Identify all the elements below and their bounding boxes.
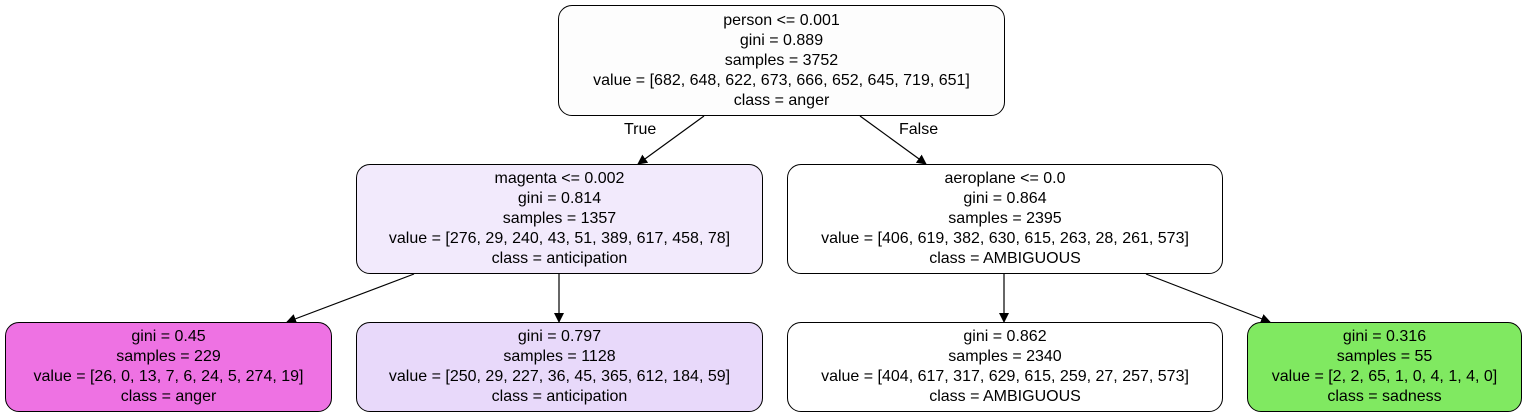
node-gini: gini = 0.889 <box>739 31 824 49</box>
node-samples: samples = 2340 <box>948 348 1062 365</box>
tree-node-root: person <= 0.001 gini = 0.889 samples = 3… <box>558 5 1005 116</box>
tree-node-magenta-split: magenta <= 0.002 gini = 0.814 samples = … <box>356 164 763 274</box>
node-samples: samples = 2395 <box>948 210 1062 227</box>
node-value: value = [26, 0, 13, 7, 6, 24, 5, 274, 19… <box>33 368 304 385</box>
node-samples: samples = 1357 <box>502 210 617 227</box>
tree-leaf-ambiguous: gini = 0.862 samples = 2340 value = [404… <box>787 322 1223 412</box>
node-class: class = AMBIGUOUS <box>929 388 1081 405</box>
edge-n1-n3 <box>286 273 415 324</box>
edge-n0-n2 <box>859 115 927 165</box>
node-value: value = [250, 29, 227, 36, 45, 365, 612,… <box>388 368 731 385</box>
node-split-rule: aeroplane <= 0.0 <box>944 170 1066 187</box>
node-value: value = [2, 2, 65, 1, 0, 4, 1, 4, 0] <box>1271 368 1498 385</box>
node-split-rule: person <= 0.001 <box>723 11 840 29</box>
tree-leaf-anticipation: gini = 0.797 samples = 1128 value = [250… <box>356 322 763 412</box>
node-samples: samples = 55 <box>1336 348 1433 365</box>
node-class: class = anger <box>733 91 830 109</box>
node-samples: samples = 3752 <box>724 51 839 69</box>
node-value: value = [682, 648, 622, 673, 666, 652, 6… <box>593 71 970 89</box>
edge-label-false: False <box>899 121 939 138</box>
node-value: value = [406, 619, 382, 630, 615, 263, 2… <box>821 230 1189 247</box>
node-samples: samples = 1128 <box>503 348 616 365</box>
edge-n2-n6 <box>1145 273 1271 324</box>
node-gini: gini = 0.862 <box>963 328 1047 345</box>
node-value: value = [404, 617, 317, 629, 615, 259, 2… <box>821 368 1189 385</box>
node-samples: samples = 229 <box>116 348 221 365</box>
node-gini: gini = 0.797 <box>517 328 602 345</box>
edge-label-true: True <box>624 121 657 138</box>
node-class: class = anger <box>120 388 217 405</box>
node-gini: gini = 0.864 <box>963 190 1047 207</box>
node-split-rule: magenta <= 0.002 <box>494 170 625 187</box>
node-gini: gini = 0.814 <box>517 190 602 207</box>
edge-n0-n1 <box>637 115 705 165</box>
tree-node-aeroplane-split: aeroplane <= 0.0 gini = 0.864 samples = … <box>787 164 1223 274</box>
node-class: class = anticipation <box>491 388 628 405</box>
node-gini: gini = 0.316 <box>1342 328 1427 345</box>
node-gini: gini = 0.45 <box>131 328 206 345</box>
tree-leaf-sadness: gini = 0.316 samples = 55 value = [2, 2,… <box>1247 322 1522 412</box>
node-value: value = [276, 29, 240, 43, 51, 389, 617,… <box>388 230 731 247</box>
node-class: class = anticipation <box>491 250 628 267</box>
node-class: class = AMBIGUOUS <box>929 250 1081 267</box>
node-class: class = sadness <box>1327 388 1442 405</box>
tree-leaf-anger: gini = 0.45 samples = 229 value = [26, 0… <box>5 322 332 412</box>
